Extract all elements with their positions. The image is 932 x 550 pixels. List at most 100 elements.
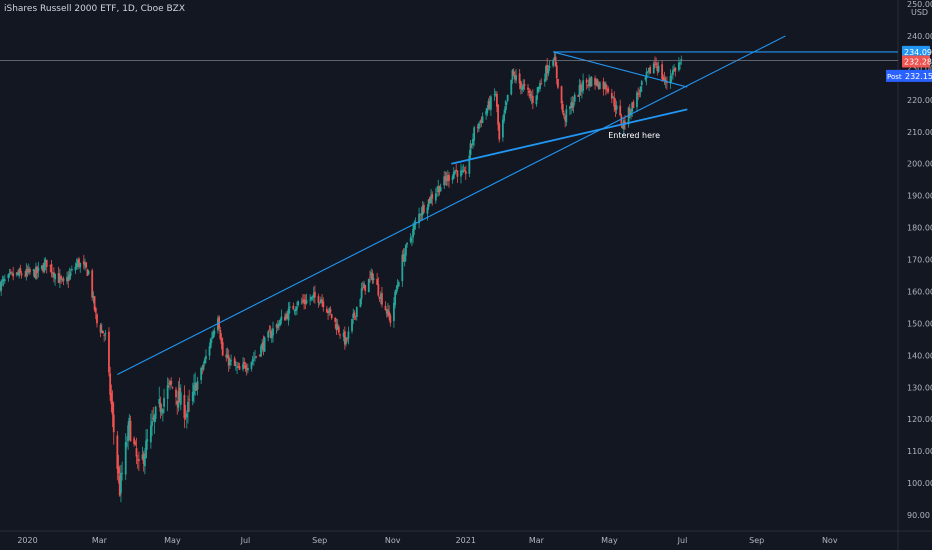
candle-body [233,358,236,366]
candle [118,465,121,497]
candle [552,58,555,68]
candle-body [244,365,247,369]
candle-body [367,278,370,293]
candle [346,337,349,343]
candle-body [448,174,450,181]
candle [233,356,236,367]
candle-body [151,421,153,426]
candle [512,68,515,77]
candle [24,271,27,278]
price-tick-label: 240.00 [907,32,932,41]
descending-top-line[interactable] [553,51,688,88]
candle-body [288,306,291,308]
candle [311,295,314,301]
candle [529,89,532,102]
candle-body [279,319,282,326]
candle [76,257,79,270]
time-tick-label: May [601,536,618,545]
candle-body [443,176,446,186]
candle [540,78,543,86]
candle-body [276,325,279,329]
candle [347,326,350,345]
candle [413,220,416,235]
candle [539,80,541,92]
candle-body [278,323,280,327]
candle [20,271,23,279]
time-tick-label: 2021 [456,536,476,545]
candle [225,348,228,362]
candle-body [96,314,98,324]
candle [464,165,467,180]
candle [586,84,589,88]
lower-support-line[interactable] [451,108,688,165]
candle [371,269,374,285]
candle-body [469,143,472,155]
candle [191,382,194,406]
candle [325,305,328,313]
candle [585,77,588,90]
candle-body [674,68,677,72]
candle [655,57,658,68]
candle-body [188,399,191,401]
candle-body [124,441,127,475]
candle-body [234,365,237,367]
candle-body [480,119,483,123]
trendlines-layer [0,35,898,375]
candle-body [582,80,585,91]
candle [628,104,631,119]
candle [26,265,29,277]
candle [519,80,522,95]
candle [443,170,446,189]
candle [476,124,479,133]
candle-body [209,339,212,348]
candle-body [553,57,556,61]
candle [606,84,608,94]
candle [661,60,664,83]
candle-body [158,399,161,404]
candle-body [286,313,289,319]
candle-body [370,272,373,276]
candle-body [175,389,177,398]
candle [614,98,617,118]
candle [461,165,464,176]
candle [8,268,11,278]
candle [632,99,635,109]
candle [269,325,272,339]
candle-body [503,113,505,121]
candle [69,268,72,280]
candle [595,78,598,87]
candle [446,170,449,186]
long-uptrend-line[interactable] [117,35,786,375]
candle [636,90,638,113]
candle [221,337,224,357]
candle [275,323,278,334]
candle-body [296,306,298,310]
candle-body [108,331,110,373]
candle [12,266,15,281]
price-tick-label: 150.00 [907,319,932,328]
candle [51,271,54,278]
candle [674,66,677,77]
candle-body [427,199,430,207]
candle-body [649,67,652,74]
candle-body [554,56,557,67]
candle-body [437,186,440,192]
candle-body [460,170,462,177]
price-tick-label: 230.00 [907,64,932,73]
candle-body [201,368,204,370]
candle [451,174,454,184]
candle [78,256,80,269]
candle [649,65,652,74]
candle-body [470,143,473,145]
candle [342,329,345,342]
candle-body [269,330,272,338]
candle [554,51,557,67]
candle-body [7,274,10,279]
candle-body [205,356,207,360]
candle-body [92,295,95,298]
candle-body [252,358,255,360]
candle-body [513,74,516,80]
candle [677,57,680,72]
